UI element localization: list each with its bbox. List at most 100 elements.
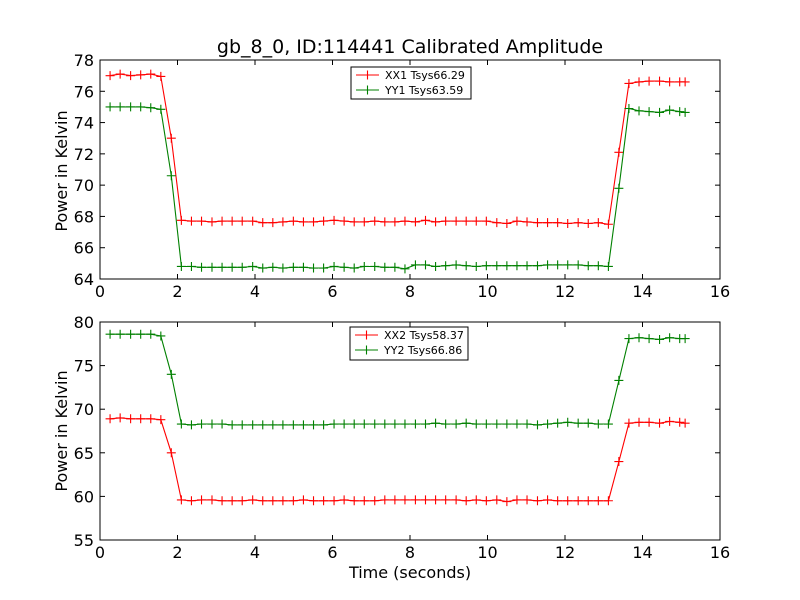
data-point — [512, 261, 522, 271]
data-point — [512, 495, 522, 505]
data-point — [359, 217, 369, 227]
data-point — [319, 420, 329, 430]
data-point — [502, 218, 512, 228]
data-point — [410, 217, 420, 227]
x-tick-label: 4 — [250, 543, 260, 562]
data-point — [349, 263, 359, 273]
data-point — [675, 417, 685, 427]
data-point — [268, 420, 278, 430]
data-point — [288, 216, 298, 226]
data-point — [431, 495, 441, 505]
data-point — [186, 420, 196, 430]
data-point — [451, 419, 461, 429]
x-tick-label: 0 — [95, 282, 105, 301]
data-point — [136, 329, 146, 339]
data-point — [512, 216, 522, 226]
data-point — [176, 215, 186, 225]
data-point — [624, 103, 634, 113]
y-tick-label: 75 — [74, 357, 94, 376]
data-point — [481, 216, 491, 226]
data-point — [441, 495, 451, 505]
data-point — [217, 262, 227, 272]
data-point — [380, 217, 390, 227]
legend-label: XX2 Tsys58.37 — [384, 329, 464, 342]
data-point — [166, 448, 176, 458]
data-point — [680, 334, 690, 344]
data-point — [156, 415, 166, 425]
legend-marker — [362, 345, 371, 355]
data-point — [461, 216, 471, 226]
data-point — [248, 216, 258, 226]
data-point — [655, 418, 665, 428]
data-point — [278, 217, 288, 227]
data-point — [288, 496, 298, 506]
y-tick-label: 64 — [74, 270, 94, 289]
series-1 — [105, 69, 690, 229]
data-point — [115, 413, 125, 423]
data-point — [471, 216, 481, 226]
data-point — [288, 420, 298, 430]
legend-label: YY1 Tsys63.59 — [384, 84, 463, 97]
data-point — [634, 106, 644, 116]
series-2 — [105, 102, 690, 274]
data-point — [553, 496, 563, 506]
data-point — [603, 261, 613, 271]
data-point — [146, 414, 156, 424]
data-point — [512, 419, 522, 429]
data-point — [665, 77, 675, 87]
data-point — [146, 69, 156, 79]
bottom-y-axis-label: Power in Kelvin — [52, 370, 71, 491]
data-point — [573, 218, 583, 228]
data-point — [543, 419, 553, 429]
data-point — [614, 147, 624, 157]
x-tick-label: 2 — [172, 282, 182, 301]
x-tick-label: 12 — [555, 543, 575, 562]
data-point — [421, 215, 430, 225]
y-tick-label: 66 — [74, 239, 94, 258]
data-point — [258, 496, 268, 506]
data-point — [329, 419, 339, 429]
data-point — [471, 419, 481, 429]
data-point — [278, 496, 288, 506]
data-point — [634, 77, 644, 87]
data-point — [563, 260, 573, 270]
data-point — [522, 261, 532, 271]
data-point — [390, 217, 400, 227]
data-point — [410, 495, 420, 505]
data-point — [176, 419, 186, 429]
data-point — [655, 107, 665, 117]
data-point — [176, 495, 186, 505]
y-tick-label: 55 — [74, 531, 94, 550]
y-tick-label: 76 — [74, 82, 94, 101]
data-point — [298, 420, 308, 430]
data-point — [380, 495, 390, 505]
data-point — [492, 495, 502, 505]
data-point — [410, 260, 420, 270]
data-point — [431, 217, 441, 227]
chart-title: gb_8_0, ID:114441 Calibrated Amplitude — [217, 36, 603, 58]
data-point — [370, 261, 380, 271]
data-point — [268, 218, 278, 228]
data-point — [492, 419, 502, 429]
data-point — [644, 107, 654, 117]
y-tick-label: 74 — [74, 114, 94, 133]
bottom-panel: 0 2 4 6 8 10 12 14 16 55 60 65 70 75 80 XX2 Tsys58.37 YY… — [74, 313, 731, 562]
data-point — [207, 262, 217, 272]
data-point — [258, 263, 268, 273]
data-point — [593, 218, 603, 228]
top-y-axis-label: Power in Kelvin — [52, 110, 71, 231]
data-point — [390, 262, 400, 272]
legend-marker — [363, 85, 372, 95]
data-point — [655, 76, 665, 86]
data-point — [502, 261, 512, 271]
data-point — [532, 420, 542, 430]
data-point — [248, 495, 258, 505]
data-point — [680, 77, 690, 87]
data-point — [278, 420, 288, 430]
data-point — [349, 419, 359, 429]
data-point — [665, 416, 675, 426]
data-point — [644, 76, 654, 86]
series-2 — [105, 329, 690, 430]
data-point — [309, 217, 319, 227]
